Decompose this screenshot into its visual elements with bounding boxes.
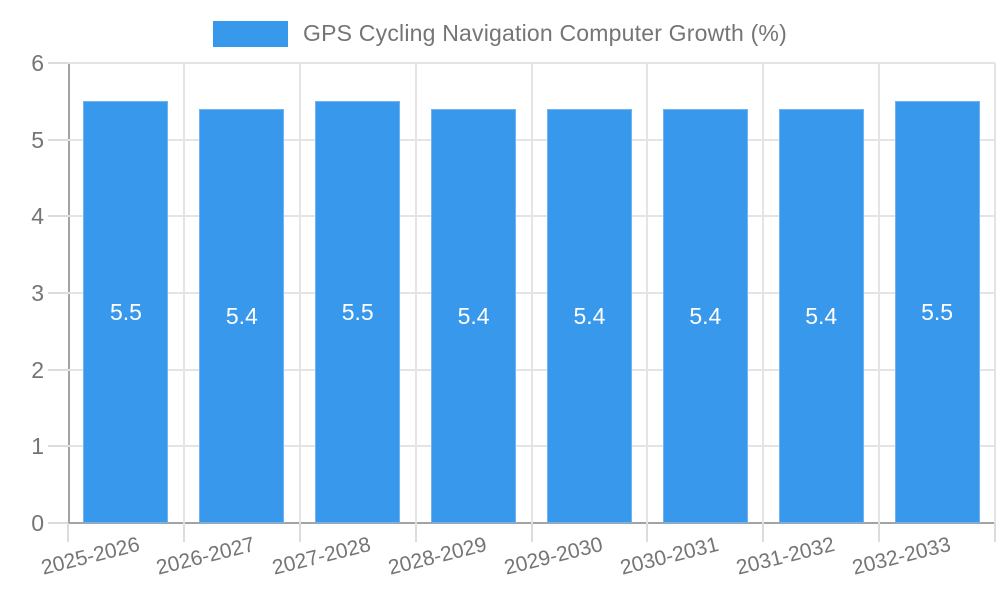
x-axis-category-label: 2030-2031 bbox=[617, 533, 721, 580]
bar[interactable]: 5.4 bbox=[778, 109, 864, 523]
bar[interactable]: 5.5 bbox=[83, 101, 169, 523]
legend-label: GPS Cycling Navigation Computer Growth (… bbox=[303, 20, 787, 46]
x-gridline bbox=[762, 63, 765, 523]
x-axis-tick bbox=[67, 523, 69, 542]
y-axis-tick bbox=[48, 445, 68, 448]
bar-value-label: 5.4 bbox=[457, 302, 490, 329]
x-gridline bbox=[414, 63, 417, 523]
y-axis-tick-label: 0 bbox=[31, 510, 44, 536]
x-axis-tick bbox=[298, 523, 301, 542]
y-axis-tick bbox=[48, 138, 68, 141]
x-axis-tick bbox=[182, 523, 185, 542]
y-axis-tick bbox=[48, 215, 68, 218]
y-axis-tick-label: 6 bbox=[31, 50, 44, 76]
y-axis-tick bbox=[48, 368, 68, 371]
bar-value-label: 5.4 bbox=[225, 302, 258, 329]
y-axis-tick-label: 4 bbox=[31, 203, 44, 230]
x-gridline bbox=[182, 63, 185, 523]
x-gridline bbox=[646, 63, 649, 523]
x-gridline bbox=[994, 63, 996, 523]
x-axis-tick bbox=[530, 523, 533, 542]
x-axis-tick bbox=[762, 523, 765, 542]
x-axis-category-label: 2026-2027 bbox=[154, 533, 258, 580]
y-axis-tick-label: 1 bbox=[31, 433, 44, 460]
x-gridline bbox=[530, 63, 533, 523]
x-axis-tick bbox=[414, 523, 417, 542]
x-gridline bbox=[878, 63, 881, 523]
x-axis-category-label: 2031-2032 bbox=[733, 533, 837, 580]
x-axis-category-label: 2028-2029 bbox=[386, 533, 490, 580]
legend-swatch[interactable] bbox=[213, 20, 289, 47]
bar-value-label: 5.5 bbox=[341, 298, 374, 325]
y-axis-tick bbox=[48, 292, 68, 294]
bar[interactable]: 5.5 bbox=[894, 101, 980, 523]
bar-value-label: 5.4 bbox=[573, 302, 606, 329]
x-axis-category-label: 2029-2030 bbox=[501, 533, 606, 580]
plot-area: 5.5 5.4 5.5 5.4 5.4 5.4 5.4 5.5 bbox=[68, 62, 996, 524]
bar-value-label: 5.5 bbox=[109, 298, 142, 325]
y-axis-tick-label: 3 bbox=[31, 280, 44, 306]
bar[interactable]: 5.4 bbox=[431, 109, 517, 523]
bar[interactable]: 5.4 bbox=[662, 109, 748, 523]
bar[interactable]: 5.4 bbox=[546, 109, 632, 523]
bar-value-label: 5.4 bbox=[689, 302, 722, 329]
legend[interactable]: GPS Cycling Navigation Computer Growth (… bbox=[0, 20, 1000, 47]
x-axis-category-label: 2027-2028 bbox=[270, 533, 374, 580]
x-axis-tick bbox=[994, 523, 996, 542]
y-axis-tick-label: 2 bbox=[31, 356, 44, 383]
x-axis-tick bbox=[646, 523, 649, 542]
x-axis-category-label: 2032-2033 bbox=[849, 533, 953, 580]
bar[interactable]: 5.5 bbox=[315, 101, 401, 523]
x-gridline bbox=[298, 63, 301, 523]
y-axis-tick-label: 5 bbox=[31, 126, 44, 153]
x-axis-category-label: 2025-2026 bbox=[38, 533, 142, 580]
bar-value-label: 5.5 bbox=[921, 298, 954, 325]
bar[interactable]: 5.4 bbox=[199, 109, 285, 523]
y-axis-tick bbox=[48, 522, 68, 524]
x-axis-tick bbox=[878, 523, 881, 542]
bar-value-label: 5.4 bbox=[805, 302, 838, 329]
y-axis-tick bbox=[48, 62, 68, 64]
